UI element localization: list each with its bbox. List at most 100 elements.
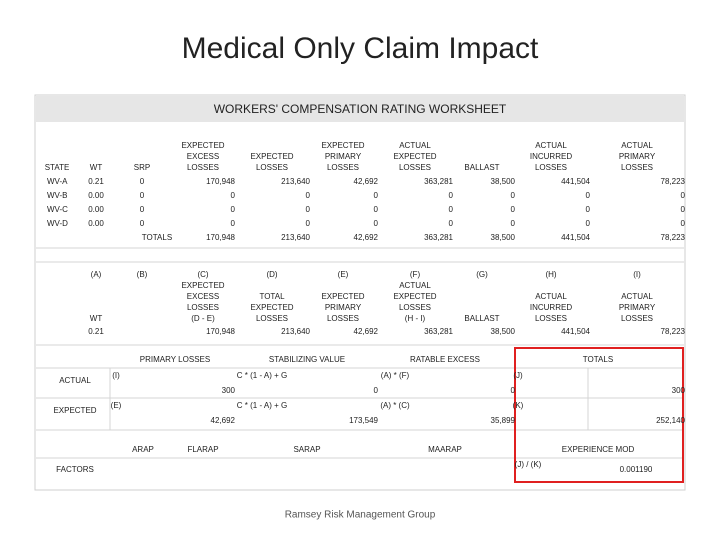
totals-cell: 363,281 <box>424 233 453 242</box>
totals-cell: 38,500 <box>491 233 516 242</box>
column-header: EXPECTED <box>393 292 436 301</box>
row-ref: (I) <box>112 371 120 380</box>
column-header: EXPECTED <box>250 303 293 312</box>
formula: C * (1 - A) + G <box>237 371 287 380</box>
column-header: LOSSES <box>399 303 431 312</box>
column-header: LOSSES <box>187 303 219 312</box>
state-cell: 0 <box>374 219 379 228</box>
column-header: RATABLE EXCESS <box>410 355 480 364</box>
totals-cell: 441,504 <box>561 233 590 242</box>
state-cell: 0 <box>586 219 591 228</box>
column-header: ACTUAL <box>535 292 567 301</box>
column-header: (H - I) <box>405 314 426 323</box>
state-cell: 0 <box>511 219 516 228</box>
column-letter: (F) <box>410 270 421 279</box>
state-cell: 0 <box>586 191 591 200</box>
summary-cell: 441,504 <box>561 327 590 336</box>
state-cell: 0 <box>231 205 236 214</box>
state-cell: WV-A <box>47 177 68 186</box>
state-cell: 0 <box>586 205 591 214</box>
column-header: ACTUAL <box>399 281 431 290</box>
column-header: STATE <box>45 163 70 172</box>
highlight-box <box>514 347 684 483</box>
summary-cell: 38,500 <box>491 327 516 336</box>
row-label: EXPECTED <box>53 406 96 415</box>
state-cell: 0 <box>681 205 686 214</box>
formula: (J) <box>513 371 523 380</box>
state-cell: 170,948 <box>206 177 235 186</box>
state-cell: WV-B <box>47 191 67 200</box>
column-header: ARAP <box>132 445 154 454</box>
row-ref: (E) <box>111 401 122 410</box>
totals-cell: 42,692 <box>354 233 379 242</box>
state-cell: 0 <box>140 191 145 200</box>
column-header: MAARAP <box>428 445 462 454</box>
totals-cell: 170,948 <box>206 233 235 242</box>
column-header: LOSSES <box>327 163 359 172</box>
column-header: WT <box>90 314 103 323</box>
column-header: PRIMARY <box>325 303 362 312</box>
column-header: SARAP <box>293 445 320 454</box>
column-letter: (C) <box>197 270 208 279</box>
state-cell: 0.00 <box>88 219 104 228</box>
row-label: ACTUAL <box>59 376 91 385</box>
column-header: LOSSES <box>256 163 288 172</box>
column-header: EXPECTED <box>321 141 364 150</box>
column-header: INCURRED <box>530 152 572 161</box>
mod-value: 42,692 <box>211 416 236 425</box>
worksheet-grid <box>36 247 684 459</box>
formula: C * (1 - A) + G <box>237 401 287 410</box>
state-cell: 0.00 <box>88 205 104 214</box>
column-header: ACTUAL <box>621 292 653 301</box>
state-cell: 0 <box>449 219 454 228</box>
row-label: FACTORS <box>56 465 94 474</box>
column-header: INCURRED <box>530 303 572 312</box>
column-header: EXCESS <box>187 152 219 161</box>
mod-value: 300 <box>672 386 686 395</box>
column-header: BALLAST <box>464 314 499 323</box>
state-cell: 0 <box>306 205 311 214</box>
totals-label: TOTALS <box>142 233 172 242</box>
state-cell: 38,500 <box>491 177 516 186</box>
state-cell: 0 <box>140 219 145 228</box>
column-header: PRIMARY <box>619 303 656 312</box>
state-cell: 0 <box>374 191 379 200</box>
footer: Ramsey Risk Management Group <box>285 510 436 521</box>
state-cell: 0 <box>140 177 145 186</box>
mod-value: 0 <box>511 386 516 395</box>
state-cell: 0 <box>681 191 686 200</box>
column-header: ACTUAL <box>399 141 431 150</box>
state-cell: 42,692 <box>354 177 379 186</box>
state-cell: WV-C <box>47 205 68 214</box>
state-cell: 0 <box>449 205 454 214</box>
summary-cell: 78,223 <box>661 327 686 336</box>
column-header: LOSSES <box>327 314 359 323</box>
slide-title: Medical Only Claim Impact <box>182 32 539 65</box>
column-letter: (B) <box>137 270 148 279</box>
summary-cell: 170,948 <box>206 327 235 336</box>
column-header: LOSSES <box>621 163 653 172</box>
formula: (J) / (K) <box>515 460 542 469</box>
formula: (A) * (F) <box>381 371 410 380</box>
mod-value: 35,899 <box>491 416 516 425</box>
state-cell: 0 <box>374 205 379 214</box>
column-header: EXPECTED <box>250 152 293 161</box>
column-header: PRIMARY <box>619 152 656 161</box>
state-cell: 0.21 <box>88 177 104 186</box>
column-header: LOSSES <box>535 314 567 323</box>
mod-value: 252,140 <box>656 416 685 425</box>
column-header: EXPECTED <box>321 292 364 301</box>
column-header: ACTUAL <box>621 141 653 150</box>
column-letter: (H) <box>545 270 556 279</box>
summary-cell: 42,692 <box>354 327 379 336</box>
column-header: SRP <box>134 163 150 172</box>
state-cell: 441,504 <box>561 177 590 186</box>
worksheet-heading: WORKERS' COMPENSATION RATING WORKSHEET <box>214 102 507 116</box>
column-letter: (D) <box>266 270 277 279</box>
summary-cell: 0.21 <box>88 327 104 336</box>
state-cell: 0 <box>140 205 145 214</box>
column-header: LOSSES <box>399 163 431 172</box>
state-cell: WV-D <box>47 219 68 228</box>
column-header: WT <box>90 163 103 172</box>
